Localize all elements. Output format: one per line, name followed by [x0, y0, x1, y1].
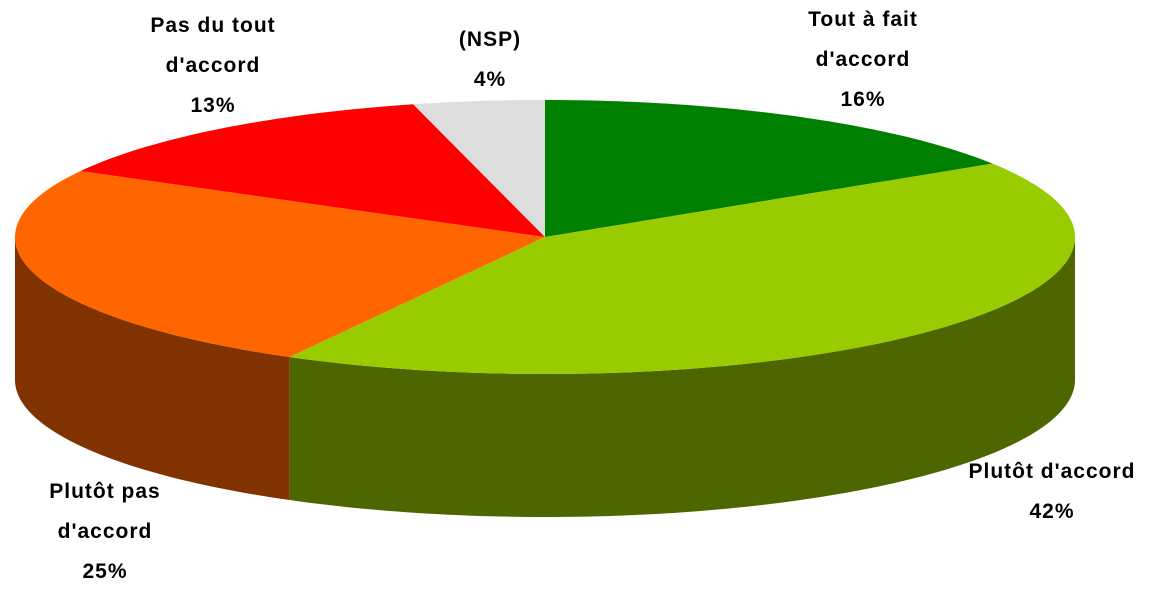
category-label: Plutôt d'accord — [968, 460, 1136, 483]
category-label: Plutôt pas d'accord — [49, 480, 161, 543]
value-label: 42% — [1029, 500, 1075, 523]
slice — [289, 163, 1075, 374]
slice-side — [15, 237, 290, 501]
slice — [413, 100, 545, 237]
slice — [545, 100, 993, 237]
category-label: Tout à fait d'accord — [808, 8, 918, 71]
category-label: (NSP) — [458, 28, 522, 51]
category-label: Pas du tout d'accord — [150, 14, 276, 77]
value-label: 13% — [190, 94, 236, 117]
slice-side — [289, 237, 1075, 517]
data-label: Pas du tout d'accord 13% — [133, 6, 293, 126]
slice — [15, 171, 545, 358]
value-label: 16% — [840, 88, 886, 111]
value-label: 25% — [82, 560, 128, 583]
data-label: Tout à fait d'accord 16% — [788, 0, 938, 120]
value-label: 4% — [473, 68, 507, 91]
data-label: (NSP) 4% — [440, 20, 540, 100]
data-label: Plutôt d'accord 42% — [937, 452, 1159, 532]
data-label: Plutôt pas d'accord 25% — [30, 472, 180, 592]
slice — [80, 104, 545, 237]
